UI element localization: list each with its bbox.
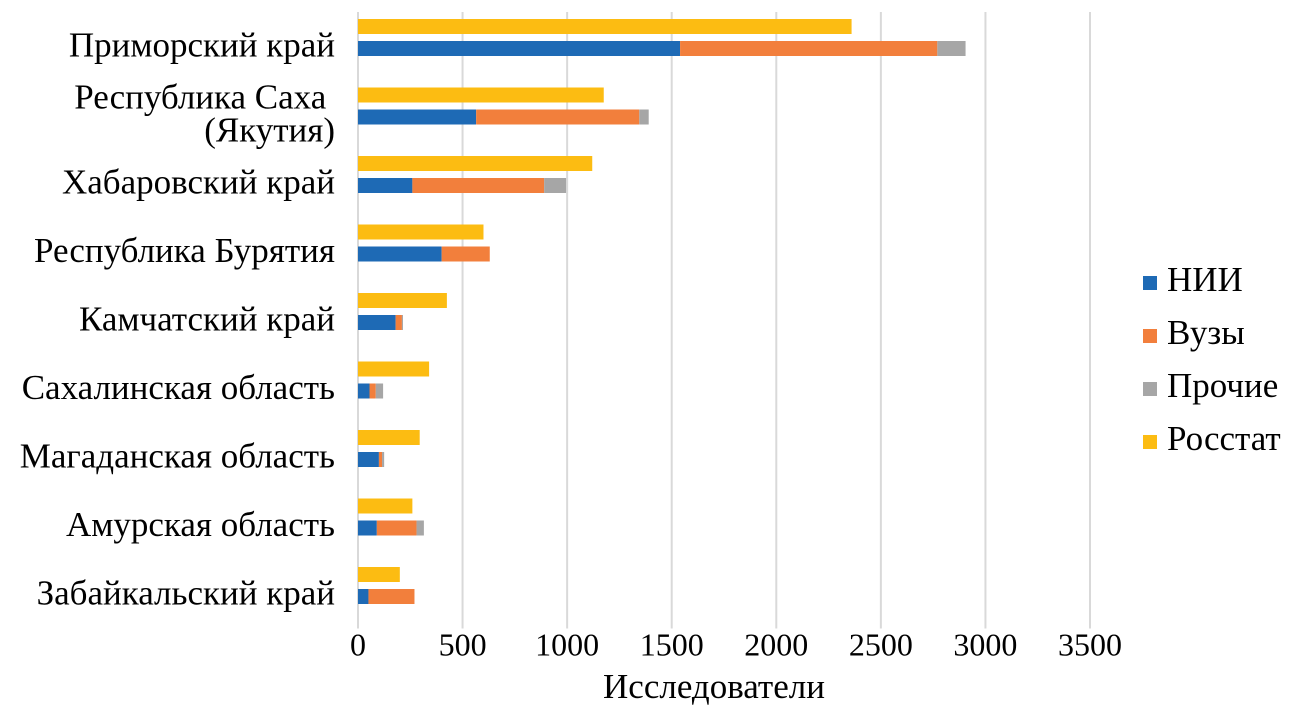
category-label: Сахалинская область [22,368,335,407]
bar-segment [369,383,376,399]
category-label: Республика Саха (Якутия) [74,78,335,150]
bar-segment [416,520,424,536]
bar-segment [639,109,649,125]
bar-segment [476,109,640,125]
bar-segment [937,41,966,56]
x-tick-label: 2000 [744,626,808,662]
bar [358,498,413,514]
bar [358,361,430,377]
bar-segment [441,246,490,262]
x-tick-label: 1500 [640,626,704,662]
legend-label: НИИ [1167,260,1243,299]
category-label: Забайкальский край [37,574,335,613]
bar-segment [368,589,415,604]
bar-segment [680,41,938,56]
bar-segment [382,452,385,467]
bar [358,19,852,34]
x-tick-label: 1000 [535,626,599,662]
x-tick-label: 500 [439,626,487,662]
category-label: Приморский край [69,26,335,65]
bar-segment [358,41,681,56]
legend-label: Росстат [1167,419,1281,458]
x-tick-label: 3500 [1058,626,1122,662]
x-tick-label: 2500 [849,626,913,662]
bar-segment [376,520,417,536]
legend-label: Вузы [1167,313,1245,352]
x-axis-title: Исследователи [603,667,825,706]
bar-segment [358,315,396,330]
category-label: Хабаровский край [62,163,335,202]
category-label: Республика Бурятия [34,231,335,270]
bar-segment [358,109,477,125]
legend-swatch [1143,276,1157,290]
bar-segment [358,589,369,604]
bar [358,293,447,308]
bar [358,567,400,582]
legend-swatch [1143,329,1157,343]
bar-segment [401,315,403,330]
legend: НИИ Вузы Прочие Росстат [1143,260,1281,458]
bar-segment [395,315,402,330]
bar-segment [544,178,567,193]
bar-segment [378,452,383,467]
category-labels: Приморский край Республика Саха (Якутия) Х… [20,26,335,613]
category-label: Камчатский край [79,300,335,339]
legend-label: Прочие [1167,366,1278,405]
bar [358,156,593,171]
bar-segment [412,178,545,193]
bar-segment [358,452,379,467]
x-tick-labels: 0 500 1000 1500 2000 2500 3000 3500 [350,626,1122,662]
bar-segment [375,383,384,399]
category-label: Магаданская область [20,437,335,476]
bar [358,224,484,240]
legend-swatch [1143,435,1157,449]
legend-swatch [1143,382,1157,396]
category-label: Амурская область [66,505,335,544]
x-tick-label: 0 [350,626,366,662]
gridlines [357,12,1091,629]
bar-segment [358,383,370,399]
bar-segment [358,246,442,262]
bars [358,19,966,604]
bar [358,430,420,445]
bar [358,87,604,103]
bar-segment [358,520,377,536]
bar-segment [358,178,413,193]
x-tick-label: 3000 [953,626,1017,662]
